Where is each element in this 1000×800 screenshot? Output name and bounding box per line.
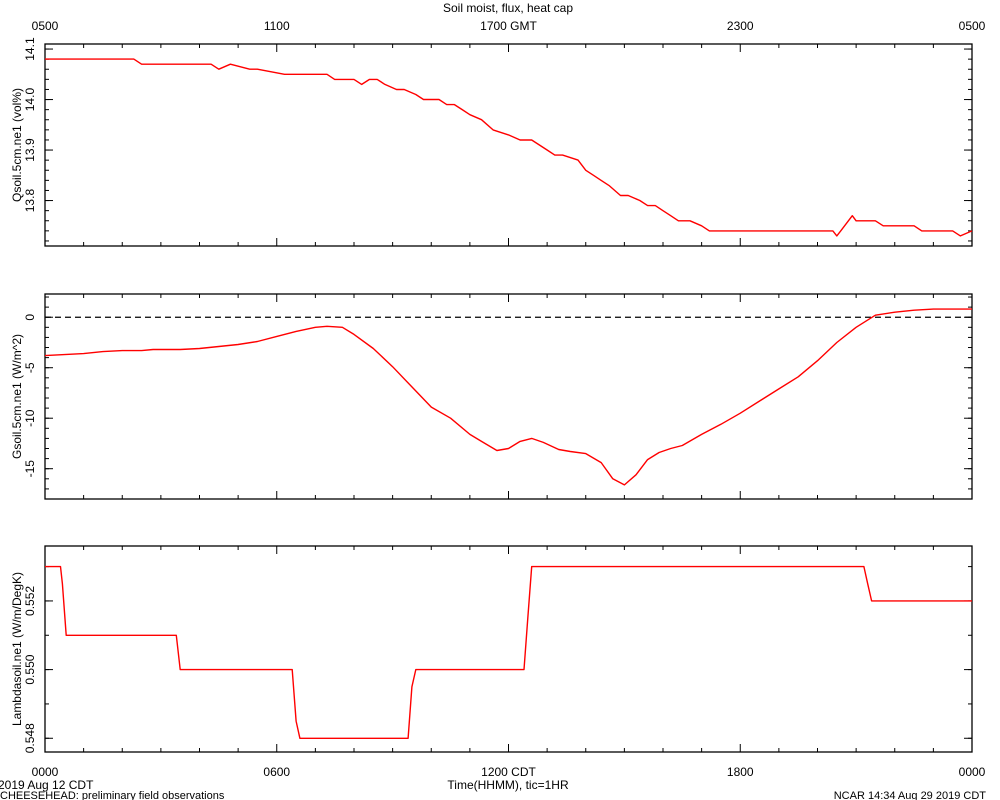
chart-title: Soil moist, flux, heat cap	[443, 1, 573, 15]
top-tick-label: 1700 GMT	[480, 19, 537, 33]
bottom-axis-tick-labels: 0000 0600 1200 CDT 1800 0000	[32, 765, 986, 779]
panel-frame	[44, 43, 973, 247]
footer-credit: NCAR 14:34 Aug 29 2019 CDT	[834, 790, 987, 800]
top-tick-label: 2300	[727, 19, 754, 33]
footer-source: CHEESEHEAD: preliminary field observatio…	[0, 790, 225, 800]
panel-2: -15 -10 -5 0 Gsoil.5cm.ne1 (W/m^2)	[10, 293, 973, 500]
y-tick-label: -10	[23, 409, 37, 427]
y-axis-label: Gsoil.5cm.ne1 (W/m^2)	[10, 334, 24, 459]
footer-date: 2019 Aug 12 CDT	[0, 778, 94, 792]
top-tick-label: 0500	[32, 19, 59, 33]
y-tick-label: 0.550	[23, 654, 37, 684]
y-tick-label: 0.548	[23, 723, 37, 753]
top-tick-label: 0500	[959, 19, 986, 33]
panel-frame	[44, 293, 973, 500]
y-axis-label: Qsoil.5cm.ne1 (vol%)	[10, 88, 24, 202]
bottom-tick-label: 0000	[32, 765, 59, 779]
bottom-tick-label: 0000	[959, 765, 986, 779]
bottom-tick-label: 1200 CDT	[481, 765, 536, 779]
panel-frame	[44, 545, 973, 753]
top-tick-label: 1100	[264, 19, 290, 33]
y-tick-label: 13.8	[23, 189, 37, 213]
y-axis-label: Lambdasoil.ne1 (W/m/DegK)	[10, 572, 24, 726]
y-tick-label: 14.0	[23, 88, 37, 112]
x-axis-label: Time(HHMM), tic=1HR	[447, 778, 569, 792]
top-axis-tick-labels: 0500 1100 1700 GMT 2300 0500	[32, 19, 986, 33]
bottom-tick-label: 1800	[727, 765, 754, 779]
series-line	[45, 58, 973, 237]
y-tick-label: -15	[23, 460, 37, 478]
y-tick-label: 0	[23, 314, 37, 321]
y-tick-label: 0.552	[23, 586, 37, 616]
bottom-tick-label: 0600	[263, 765, 290, 779]
y-tick-label: -5	[23, 362, 37, 373]
y-tick-label: 14.1	[23, 37, 37, 61]
y-tick-label: 13.9	[23, 138, 37, 162]
series-line	[44, 308, 972, 486]
panel-1: 13.8 13.9 14.0 14.1 Qsoil.5cm.ne1 (vol%)	[10, 37, 973, 247]
series-line	[45, 565, 972, 739]
